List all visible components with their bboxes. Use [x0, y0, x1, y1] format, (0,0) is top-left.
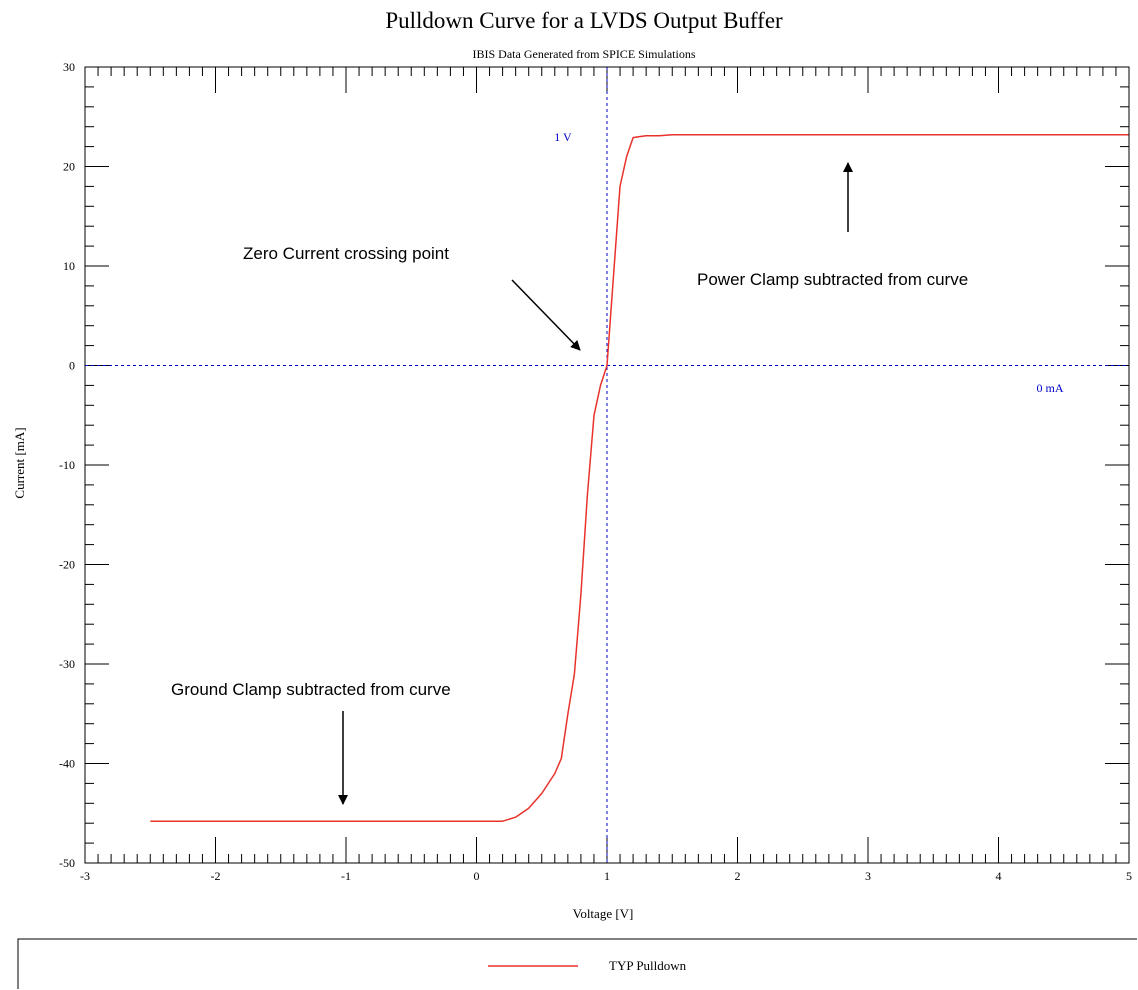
y-tick-label: 10 [63, 259, 75, 273]
x-tick-labels: -3 -2 -1 0 1 2 3 4 5 [80, 869, 1132, 883]
x-tick-label: 3 [865, 869, 871, 883]
axis-ticks [84, 66, 1130, 864]
vertical-reference-label: 1 V [554, 130, 572, 144]
y-tick-label: 30 [63, 60, 75, 74]
horizontal-reference-label: 0 mA [1037, 381, 1064, 395]
chart-title: Pulldown Curve for a LVDS Output Buffer [385, 8, 783, 33]
y-tick-label: 0 [69, 359, 75, 373]
y-tick-label: 20 [63, 160, 75, 174]
y-tick-labels: -50 -40 -30 -20 -10 0 10 20 30 [59, 60, 75, 870]
x-tick-label: 0 [474, 869, 480, 883]
legend-label: TYP Pulldown [609, 958, 687, 973]
annotation-ground-clamp: Ground Clamp subtracted from curve [171, 680, 451, 699]
x-tick-label: -2 [211, 869, 221, 883]
x-tick-label: 2 [735, 869, 741, 883]
y-tick-label: -20 [59, 558, 75, 572]
annotation-power-clamp: Power Clamp subtracted from curve [697, 270, 968, 289]
arrow-zero-crossing [511, 279, 581, 351]
annotation-zero-crossing: Zero Current crossing point [243, 244, 449, 263]
x-tick-label: 4 [996, 869, 1002, 883]
x-tick-label: 1 [604, 869, 610, 883]
chart-subtitle: IBIS Data Generated from SPICE Simulatio… [473, 47, 696, 61]
y-axis-label: Current [mA] [12, 427, 27, 498]
x-tick-label: -1 [341, 869, 351, 883]
y-tick-label: -40 [59, 757, 75, 771]
plot-frame [84, 66, 1130, 864]
y-tick-label: -10 [59, 458, 75, 472]
legend: TYP Pulldown [17, 938, 1137, 989]
series-line-typ-pulldown [150, 133, 1129, 822]
x-tick-label: -3 [80, 869, 90, 883]
x-axis-label: Voltage [V] [573, 906, 634, 921]
legend-box [17, 938, 1137, 989]
y-tick-label: -30 [59, 657, 75, 671]
x-tick-label: 5 [1126, 869, 1132, 883]
y-tick-label: -50 [59, 856, 75, 870]
